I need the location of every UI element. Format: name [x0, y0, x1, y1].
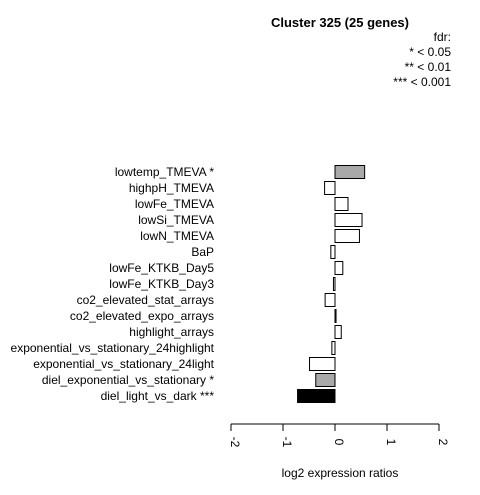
bar — [334, 229, 360, 243]
category-label: exponential_vs_stationary_24highlight — [11, 341, 215, 355]
bar — [331, 341, 336, 355]
x-tick-label: 1 — [384, 439, 398, 446]
bar — [297, 389, 336, 403]
bar — [330, 245, 336, 259]
category-label: BaP — [191, 245, 214, 259]
legend-title: fdr: — [434, 30, 451, 44]
category-label: lowN_TMEVA — [140, 229, 214, 243]
category-label: exponential_vs_stationary_24light — [33, 357, 214, 371]
x-tick-label: 0 — [332, 439, 346, 446]
x-axis-title: log2 expression ratios — [282, 466, 399, 480]
bar — [324, 293, 336, 307]
category-label: highpH_TMEVA — [129, 181, 214, 195]
bars — [297, 165, 366, 403]
bar — [309, 357, 336, 371]
bar — [334, 325, 342, 339]
bar — [334, 165, 366, 179]
category-label: highlight_arrays — [129, 325, 214, 339]
category-label: co2_elevated_stat_arrays — [77, 293, 214, 307]
bar — [315, 373, 336, 387]
category-label: co2_elevated_expo_arrays — [70, 309, 214, 323]
category-labels: lowtemp_TMEVA * highpH_TMEVA lowFe_TMEVAlo… — [11, 165, 215, 403]
chart-title: Cluster 325 (25 genes) — [271, 15, 409, 30]
category-label: lowFe_KTKB_Day5 — [109, 261, 214, 275]
category-label: lowSi_TMEVA — [138, 213, 214, 227]
category-label: diel_light_vs_dark *** — [101, 389, 215, 403]
legend-entry-2: ** < 0.01 — [405, 60, 452, 74]
bar — [332, 277, 336, 291]
x-tick-label: -1 — [280, 437, 294, 448]
bar — [334, 213, 363, 227]
legend: fdr: * < 0.05 ** < 0.01 *** < 0.001 — [393, 30, 451, 89]
category-label: diel_exponential_vs_stationary * — [42, 373, 214, 387]
bar — [334, 197, 349, 211]
category-label: lowtemp_TMEVA * — [115, 165, 214, 179]
category-label: lowFe_TMEVA — [135, 197, 214, 211]
bar — [324, 181, 336, 195]
x-tick-label: -2 — [228, 437, 242, 448]
category-label: lowFe_KTKB_Day3 — [109, 277, 214, 291]
bar — [334, 261, 344, 275]
x-axis: -2 -1 0 1 2 — [228, 423, 450, 448]
bar — [334, 309, 337, 323]
x-tick-label: 2 — [436, 439, 450, 446]
legend-entry-1: * < 0.05 — [409, 45, 451, 59]
legend-entry-3: *** < 0.001 — [393, 75, 451, 89]
